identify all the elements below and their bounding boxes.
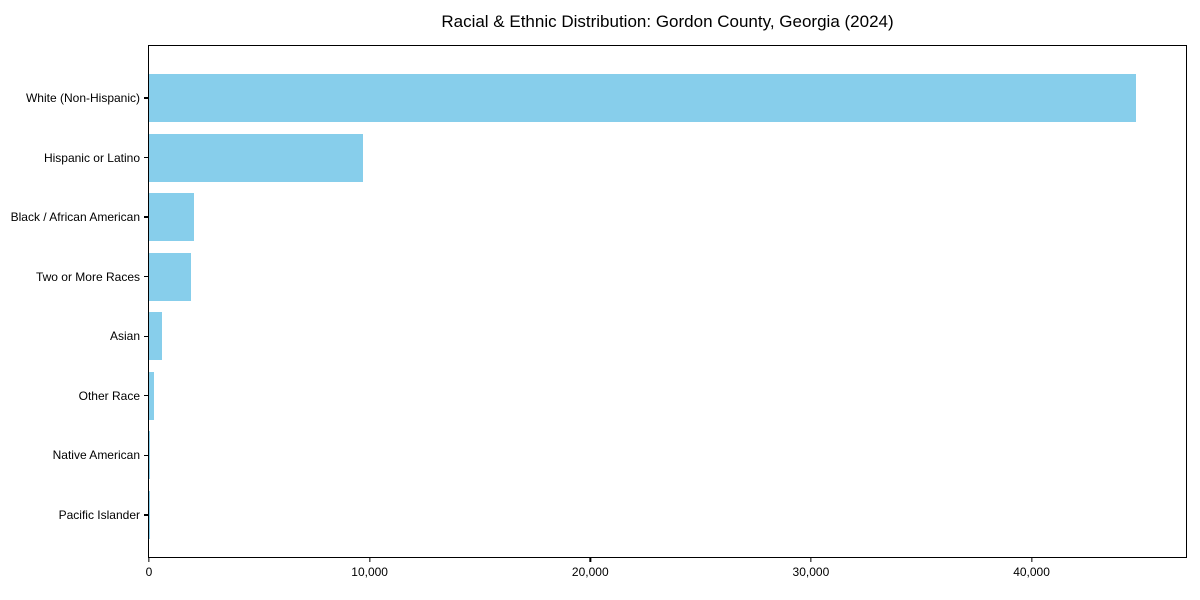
x-tick-mark bbox=[148, 557, 150, 562]
y-tick-label: Two or More Races bbox=[35, 269, 140, 284]
chart-title: Racial & Ethnic Distribution: Gordon Cou… bbox=[441, 12, 894, 31]
y-tick-mark bbox=[144, 276, 149, 278]
y-tick-label: Hispanic or Latino bbox=[43, 150, 140, 165]
y-tick-mark bbox=[144, 454, 149, 457]
x-tick-mark bbox=[368, 557, 371, 562]
y-tick-label: Black / African American bbox=[10, 210, 140, 225]
x-tick-mark bbox=[810, 557, 812, 562]
y-tick-mark bbox=[144, 97, 149, 99]
y-tick-label: Asian bbox=[109, 329, 140, 344]
bar-black-african-american bbox=[149, 193, 194, 242]
y-tick-mark bbox=[144, 335, 149, 337]
y-tick-mark bbox=[144, 395, 149, 397]
x-tick-mark bbox=[1030, 557, 1033, 562]
y-tick-mark bbox=[144, 514, 149, 516]
y-tick-label: Other Race bbox=[78, 388, 140, 403]
x-tick-mark bbox=[589, 557, 591, 562]
x-tick-label: 10,000 bbox=[351, 565, 388, 579]
y-tick-label: Native American bbox=[52, 448, 140, 463]
y-tick-label: White (Non-Hispanic) bbox=[25, 91, 140, 105]
x-tick-label: 30,000 bbox=[792, 565, 830, 579]
plot-area: White (Non-Hispanic) Hispanic or Latino Bl… bbox=[11, 45, 1187, 579]
y-tick-mark bbox=[144, 156, 149, 159]
bar-hispanic-or-latino bbox=[149, 133, 363, 182]
bar-asian bbox=[149, 312, 163, 361]
x-tick-label: 20,000 bbox=[571, 565, 609, 579]
bar-other-race bbox=[149, 371, 155, 420]
bar-two-or-more-races bbox=[149, 252, 191, 301]
y-tick-label: Pacific Islander bbox=[58, 507, 140, 522]
y-tick-mark bbox=[144, 216, 149, 218]
x-tick-label: 40,000 bbox=[1013, 565, 1050, 579]
bar-white-non-hispanic bbox=[149, 74, 1137, 122]
x-tick-label: 0 bbox=[145, 565, 153, 579]
